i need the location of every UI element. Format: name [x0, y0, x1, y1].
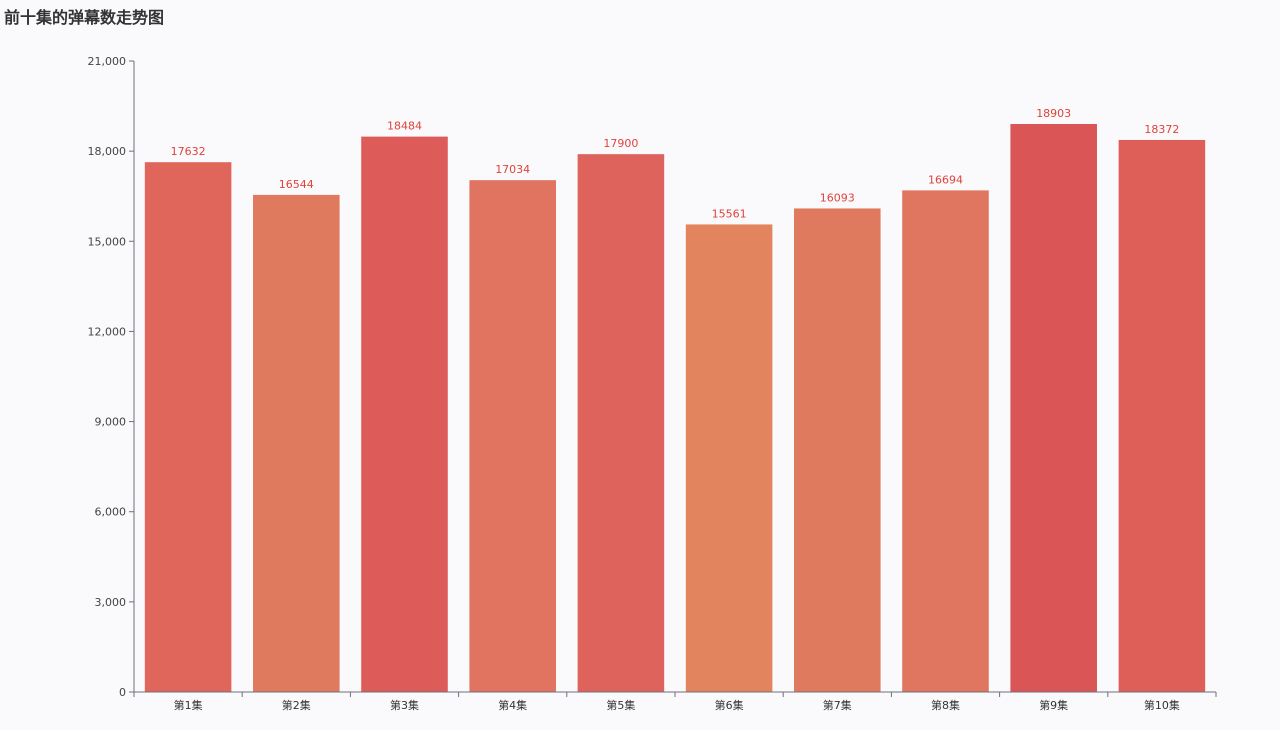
- y-tick-label: 15,000: [88, 235, 127, 248]
- axes-layer: [129, 60, 1217, 697]
- data-label: 17034: [495, 163, 530, 176]
- y-tick-label: 18,000: [88, 145, 127, 158]
- data-label: 17900: [603, 137, 638, 150]
- data-label: 18903: [1036, 107, 1071, 120]
- x-tick-label: 第2集: [282, 698, 311, 712]
- bar: [685, 224, 773, 692]
- bar: [361, 136, 448, 693]
- x-tick-label: 第1集: [174, 698, 203, 712]
- x-tick-label: 第4集: [498, 698, 527, 712]
- y-tick-label: 12,000: [88, 325, 127, 338]
- x-tick-label: 第9集: [1039, 698, 1068, 712]
- bars-layer: [144, 124, 1206, 693]
- bar: [469, 180, 556, 692]
- x-tick-label: 第5集: [606, 698, 635, 712]
- x-tick-label: 第6集: [715, 698, 744, 712]
- bar: [902, 190, 989, 692]
- data-label: 18484: [387, 120, 422, 133]
- x-tick-label: 第8集: [931, 698, 960, 712]
- labels-layer: 17632 第1集 16544 第2集 18484 第3集 17034 第4集 17900 第5集…: [88, 55, 1180, 712]
- bar: [577, 154, 665, 693]
- y-tick-label: 21,000: [88, 55, 127, 68]
- data-label: 18372: [1144, 123, 1179, 136]
- chart-title: 前十集的弹幕数走势图: [4, 8, 165, 27]
- x-tick-label: 第7集: [823, 698, 852, 712]
- data-label: 16093: [820, 191, 855, 204]
- x-tick-label: 第3集: [390, 698, 419, 712]
- x-tick-label: 第10集: [1144, 698, 1180, 712]
- data-label: 16544: [279, 178, 314, 191]
- data-label: 15561: [712, 207, 747, 220]
- bar: [253, 194, 340, 692]
- y-tick-label: 3,000: [95, 596, 127, 609]
- data-label: 16694: [928, 173, 963, 186]
- y-tick-label: 9,000: [95, 416, 127, 429]
- y-tick-label: 6,000: [95, 506, 127, 519]
- bar: [794, 208, 881, 692]
- bar: [144, 162, 232, 692]
- bar: [1118, 139, 1206, 692]
- bar: [1010, 124, 1097, 692]
- y-tick-label: 0: [119, 686, 126, 699]
- data-label: 17632: [171, 145, 206, 158]
